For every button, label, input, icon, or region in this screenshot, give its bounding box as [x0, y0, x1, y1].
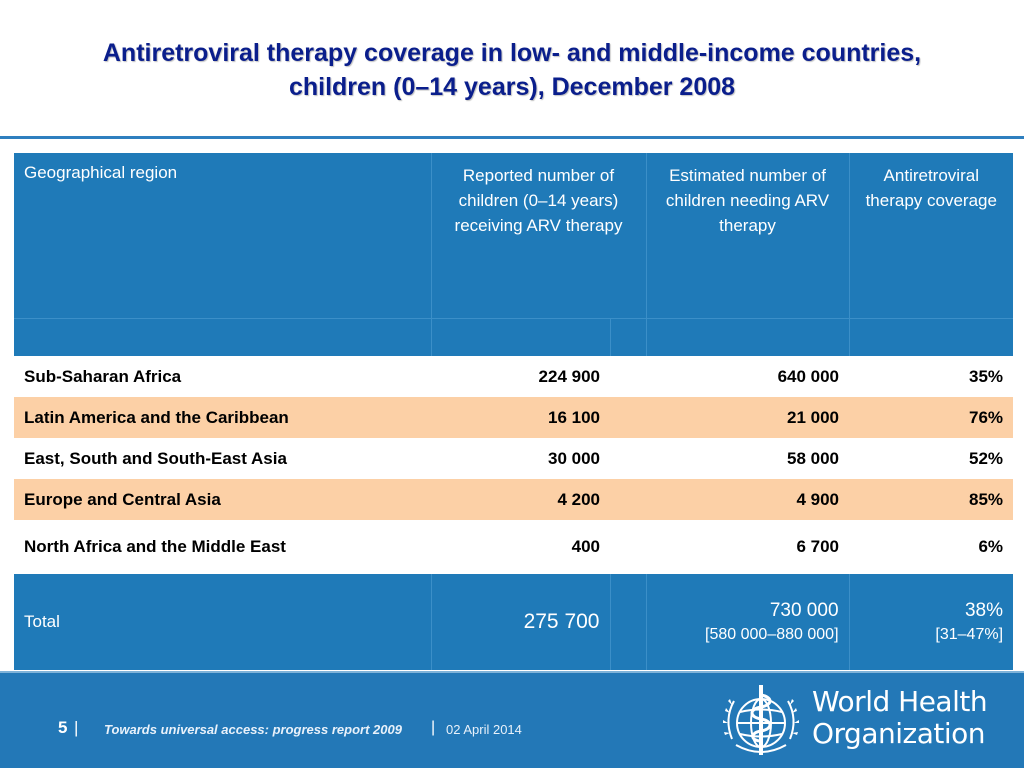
table-subheader-row: [14, 317, 1014, 356]
region-cell: Europe and Central Asia: [14, 479, 431, 520]
total-reported: 275 700: [430, 574, 610, 670]
slide-title-line-1: Antiretroviral therapy coverage in low- …: [102, 39, 922, 67]
table-row: Sub-Saharan Africa 224 900 640 000 35%: [14, 356, 1014, 397]
estimated-cell: 640 000: [646, 356, 850, 397]
reported-cell: 30 000: [431, 438, 610, 479]
coverage-cell: 52%: [849, 438, 1014, 479]
header-coverage: Antiretroviral therapy coverage: [848, 153, 1014, 318]
coverage-table: Geographical region Reported number of c…: [14, 153, 1014, 670]
total-estimated: 730 000: [769, 600, 839, 621]
region-cell: Latin America and the Caribbean: [14, 397, 431, 438]
estimated-cell: 4 900: [646, 479, 850, 520]
subheader-cell: [609, 317, 647, 356]
estimated-cell: 6 700: [646, 520, 850, 574]
who-emblem-icon: [723, 685, 799, 755]
estimated-cell: 21 000: [646, 397, 850, 438]
region-cell: North Africa and the Middle East: [14, 520, 431, 574]
spacer-cell: [609, 574, 647, 670]
coverage-cell: 85%: [849, 479, 1014, 520]
total-coverage-range: [31–47%]: [935, 626, 1004, 643]
spacer-cell: [610, 397, 647, 438]
subheader-cell: [848, 317, 1014, 356]
who-wordmark-line-1: World Health: [812, 685, 988, 718]
reported-cell: 400: [431, 520, 610, 574]
total-estimated-range: [580 000–880 000]: [705, 626, 839, 643]
footer-date: 02 April 2014: [446, 722, 522, 737]
total-estimated-cell: 730 000 [580 000–880 000]: [645, 574, 850, 670]
total-label: Total: [14, 574, 431, 670]
table-row: East, South and South-East Asia 30 000 5…: [14, 438, 1014, 479]
page-separator: |: [74, 718, 79, 737]
total-row: Total 275 700 730 000 [580 000–880 000] …: [14, 574, 1014, 670]
spacer-cell: [610, 479, 647, 520]
header-region: Geographical region: [14, 153, 431, 318]
spacer-cell: [610, 520, 647, 574]
coverage-cell: 35%: [849, 356, 1014, 397]
subheader-cell: [645, 317, 850, 356]
header-estimated: Estimated number of children needing ARV…: [645, 153, 850, 318]
slide-title: Antiretroviral therapy coverage in low- …: [20, 36, 1004, 104]
page-number: 5: [58, 718, 68, 737]
table-row: Latin America and the Caribbean 16 100 2…: [14, 397, 1014, 438]
total-coverage: 38%: [964, 600, 1004, 621]
footer-divider: [0, 671, 1024, 673]
who-wordmark-line-2: Organization: [812, 717, 986, 750]
reported-cell: 224 900: [431, 356, 610, 397]
footer-bar: [0, 673, 1024, 768]
who-wordmark: World Health Organization: [812, 685, 988, 750]
spacer-cell: [610, 438, 647, 479]
subheader-cell: [14, 317, 431, 356]
subheader-cell: [430, 317, 610, 356]
table-row: Europe and Central Asia 4 200 4 900 85%: [14, 479, 1014, 520]
table-header-row: Geographical region Reported number of c…: [14, 153, 1014, 318]
estimated-cell: 58 000: [646, 438, 850, 479]
total-coverage-cell: 38% [31–47%]: [848, 574, 1014, 670]
coverage-cell: 76%: [849, 397, 1014, 438]
spacer-cell: [610, 356, 647, 397]
reported-cell: 4 200: [431, 479, 610, 520]
report-separator: |: [431, 719, 436, 736]
region-cell: Sub-Saharan Africa: [14, 356, 431, 397]
report-title: Towards universal access: progress repor…: [104, 722, 402, 737]
table-row: North Africa and the Middle East 400 6 7…: [14, 520, 1014, 574]
region-cell: East, South and South-East Asia: [14, 438, 431, 479]
reported-cell: 16 100: [431, 397, 610, 438]
slide-title-line-2: children (0–14 years), December 2008: [288, 73, 736, 101]
coverage-cell: 6%: [849, 520, 1014, 574]
header-reported: Reported number of children (0–14 years)…: [430, 153, 647, 318]
title-divider: [0, 136, 1024, 139]
